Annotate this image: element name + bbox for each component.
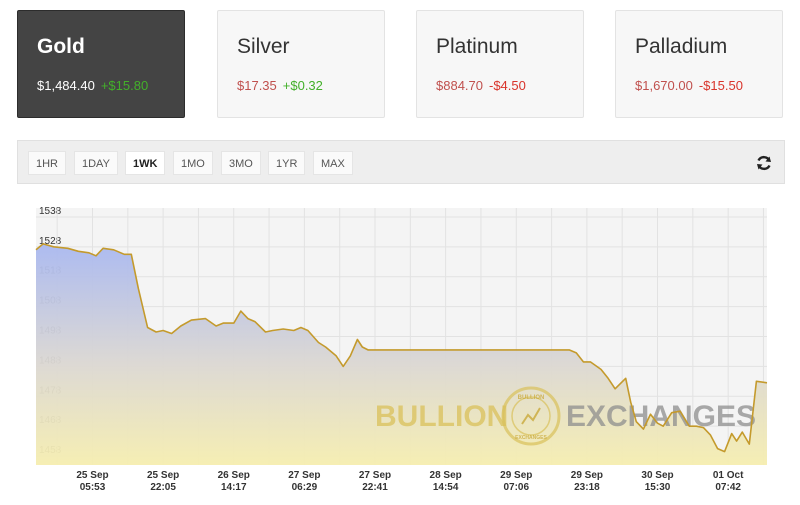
watermark-seal-outer bbox=[501, 386, 561, 446]
watermark-seal-top: BULLION bbox=[518, 395, 545, 401]
x-tick-label: 22:41 bbox=[362, 482, 388, 493]
y-tick-label: 1538 bbox=[39, 206, 62, 217]
x-tick-label: 22:05 bbox=[150, 482, 176, 493]
metal-card-palladium[interactable]: Palladium $1,670.00 -$15.50 bbox=[615, 10, 783, 118]
x-tick-label: 14:54 bbox=[433, 482, 459, 493]
x-tick-label: 28 Sep bbox=[430, 470, 462, 481]
metal-quote: $1,670.00 -$15.50 bbox=[635, 78, 743, 93]
x-tick-label: 06:29 bbox=[292, 482, 318, 493]
y-tick-label: 1528 bbox=[39, 236, 62, 247]
metal-quote: $17.35 +$0.32 bbox=[237, 78, 323, 93]
metal-name: Palladium bbox=[635, 35, 728, 58]
metal-quote: $884.70 -$4.50 bbox=[436, 78, 526, 93]
x-tick-label: 14:17 bbox=[221, 482, 247, 493]
range-button-1yr[interactable]: 1YR bbox=[268, 151, 306, 175]
x-tick-label: 26 Sep bbox=[218, 470, 250, 481]
price-chart: 14581468147814881498150815181528153825 S… bbox=[0, 190, 800, 500]
watermark-seal-inner bbox=[511, 396, 551, 436]
x-tick-label: 07:42 bbox=[715, 482, 741, 493]
metal-change: -$4.50 bbox=[489, 78, 526, 93]
x-tick-label: 25 Sep bbox=[76, 470, 108, 481]
x-tick-label: 07:06 bbox=[503, 482, 529, 493]
watermark-text-left: BULLION bbox=[375, 400, 508, 433]
price-area bbox=[36, 243, 767, 465]
x-tick-label: 27 Sep bbox=[288, 470, 320, 481]
watermark-seal-bottom: EXCHANGES bbox=[515, 435, 547, 441]
watermark-text-right: EXCHANGES bbox=[566, 400, 756, 433]
metal-quote: $1,484.40 +$15.80 bbox=[37, 78, 148, 93]
metal-change: +$0.32 bbox=[282, 78, 323, 93]
range-button-1wk[interactable]: 1WK bbox=[125, 151, 166, 175]
x-tick-label: 27 Sep bbox=[359, 470, 391, 481]
range-button-1day[interactable]: 1DAY bbox=[74, 151, 118, 175]
x-tick-label: 25 Sep bbox=[147, 470, 179, 481]
x-tick-label: 29 Sep bbox=[571, 470, 603, 481]
metal-change: -$15.50 bbox=[698, 78, 743, 93]
x-tick-label: 01 Oct bbox=[713, 470, 744, 481]
range-button-1hr[interactable]: 1HR bbox=[28, 151, 67, 175]
watermark-seal-bull bbox=[521, 407, 541, 425]
x-tick-label: 23:18 bbox=[574, 482, 600, 493]
range-toolbar: 1HR 1DAY 1WK 1MO 3MO 1YR MAX bbox=[17, 140, 785, 184]
range-button-1mo[interactable]: 1MO bbox=[173, 151, 213, 175]
price-chart-svg: 14581468147814881498150815181528153825 S… bbox=[35, 206, 768, 493]
metal-price: $1,670.00 bbox=[635, 78, 693, 93]
x-tick-label: 29 Sep bbox=[500, 470, 532, 481]
x-tick-label: 15:30 bbox=[645, 482, 671, 493]
metal-card-platinum[interactable]: Platinum $884.70 -$4.50 bbox=[416, 10, 584, 118]
x-tick-label: 05:53 bbox=[80, 482, 106, 493]
metal-name: Silver bbox=[237, 35, 290, 58]
metal-name: Platinum bbox=[436, 35, 518, 58]
metal-card-silver[interactable]: Silver $17.35 +$0.32 bbox=[217, 10, 385, 118]
metal-price: $1,484.40 bbox=[37, 78, 95, 93]
range-button-3mo[interactable]: 3MO bbox=[221, 151, 261, 175]
price-line bbox=[35, 243, 768, 453]
range-button-max[interactable]: MAX bbox=[313, 151, 353, 175]
refresh-icon[interactable] bbox=[754, 153, 774, 173]
metal-name: Gold bbox=[37, 35, 85, 58]
metal-price: $884.70 bbox=[436, 78, 483, 93]
x-tick-label: 30 Sep bbox=[641, 470, 673, 481]
metal-change: +$15.80 bbox=[100, 78, 149, 93]
metal-card-gold[interactable]: Gold $1,484.40 +$15.80 bbox=[17, 10, 185, 118]
metal-price: $17.35 bbox=[237, 78, 277, 93]
